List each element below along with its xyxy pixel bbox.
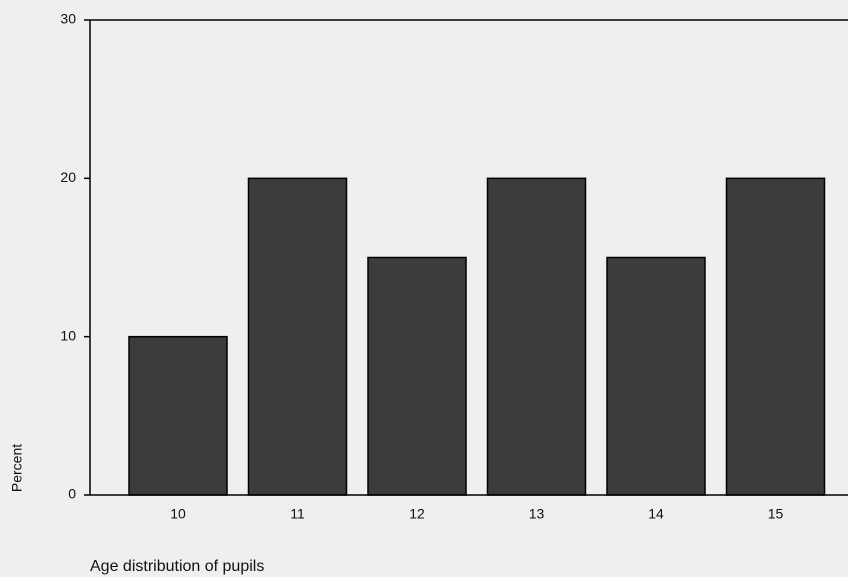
- y-tick-label: 30: [60, 11, 76, 27]
- bar: [128, 335, 228, 496]
- bar: [606, 256, 706, 496]
- bar: [247, 177, 348, 496]
- x-tick-label: 12: [409, 506, 425, 522]
- x-tick-label: 14: [648, 506, 664, 522]
- x-tick-label: 15: [768, 506, 784, 522]
- y-axis-title: Percent: [9, 444, 25, 492]
- x-tick-label: 11: [290, 506, 305, 522]
- bar: [486, 177, 587, 496]
- y-tick-label: 20: [60, 169, 76, 185]
- y-tick-label: 10: [60, 327, 76, 343]
- y-tick-label: 0: [68, 486, 76, 502]
- bar: [725, 177, 826, 496]
- bar: [367, 256, 467, 496]
- x-tick-label: 13: [529, 506, 545, 522]
- x-axis-title: Age distribution of pupils: [90, 558, 264, 575]
- x-tick-label: 10: [170, 506, 186, 522]
